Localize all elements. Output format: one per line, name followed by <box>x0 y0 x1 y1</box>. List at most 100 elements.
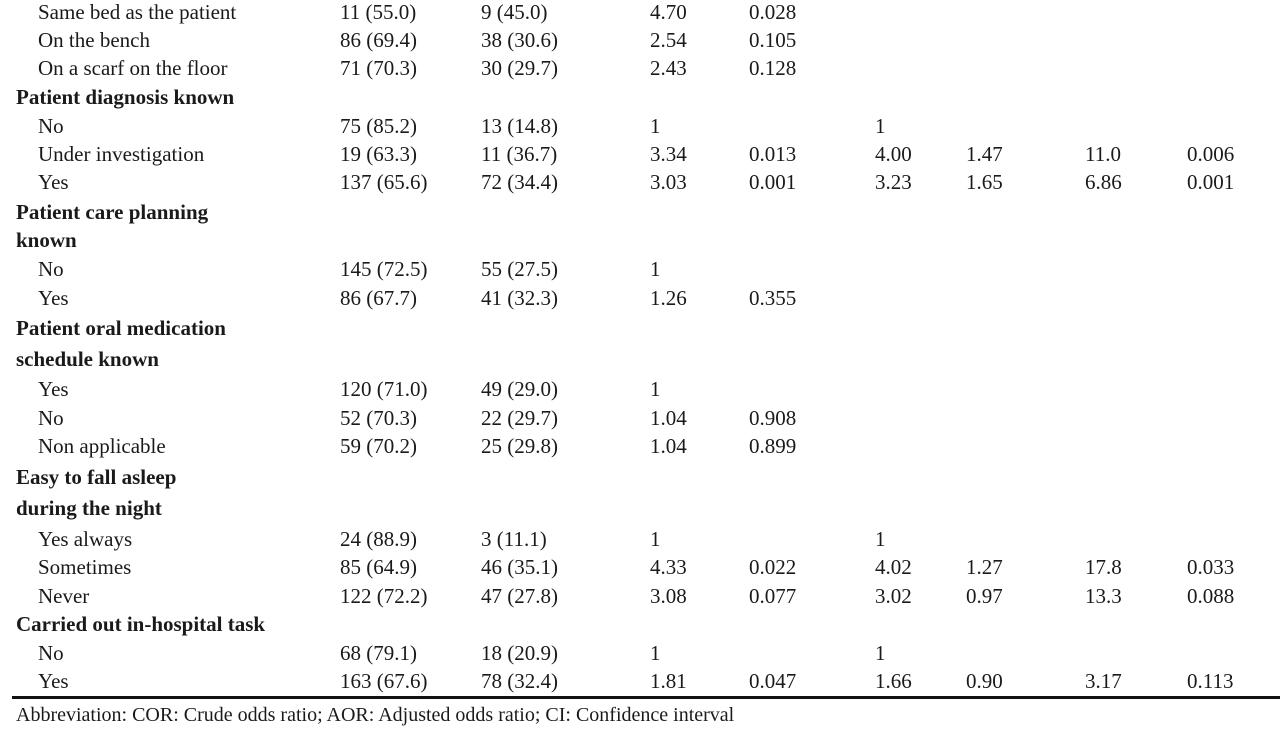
count-no-cell: 30 (29.7) <box>481 56 558 80</box>
table-bottom-rule <box>12 696 1280 699</box>
aor-cell: 1 <box>875 114 886 138</box>
aor-p-value-cell: 0.001 <box>1187 170 1235 194</box>
count-yes-cell: 52 (70.3) <box>340 406 417 430</box>
table-row: On the bench 86 (69.4) 38 (30.6) 2.54 0.105 <box>0 26 1280 54</box>
count-yes-cell: 145 (72.5) <box>340 257 428 281</box>
count-no-cell: 46 (35.1) <box>481 555 558 579</box>
cor-p-value-cell: 0.013 <box>749 142 797 166</box>
cor-p-value-cell: 0.001 <box>749 170 797 194</box>
section-header-label: Carried out in-hospital task <box>16 612 266 636</box>
row-label: Yes <box>38 669 69 693</box>
ci-lower-cell: 0.90 <box>966 669 1003 693</box>
section-header-row: known <box>0 226 1280 254</box>
count-no-cell: 55 (27.5) <box>481 257 558 281</box>
cor-cell: 1.26 <box>650 286 687 310</box>
count-yes-cell: 68 (79.1) <box>340 641 417 665</box>
cor-cell: 1 <box>650 641 661 665</box>
cor-cell: 1.04 <box>650 434 687 458</box>
table-row: Under investigation 19 (63.3) 11 (36.7) 3.3… <box>0 140 1280 168</box>
row-label: No <box>38 641 64 665</box>
table-row: Sometimes 85 (64.9) 46 (35.1) 4.33 0.022 4.02… <box>0 553 1280 581</box>
count-yes-cell: 85 (64.9) <box>340 555 417 579</box>
count-no-cell: 3 (11.1) <box>481 527 547 551</box>
count-yes-cell: 11 (55.0) <box>340 0 417 24</box>
count-no-cell: 9 (45.0) <box>481 0 548 24</box>
cor-p-value-cell: 0.077 <box>749 584 797 608</box>
cor-cell: 2.54 <box>650 28 687 52</box>
cor-cell: 1 <box>650 377 661 401</box>
cor-p-value-cell: 0.899 <box>749 434 797 458</box>
table-row: On a scarf on the floor 71 (70.3) 30 (29.7… <box>0 54 1280 82</box>
ci-lower-cell: 0.97 <box>966 584 1003 608</box>
row-label: Yes <box>38 170 69 194</box>
ci-upper-cell: 3.17 <box>1085 669 1122 693</box>
table-row: Yes 163 (67.6) 78 (32.4) 1.81 0.047 1.66 0.90 3… <box>0 667 1280 695</box>
cor-p-value-cell: 0.128 <box>749 56 797 80</box>
aor-cell: 1.66 <box>875 669 912 693</box>
table-row: No 68 (79.1) 18 (20.9) 1 1 <box>0 639 1280 667</box>
table-footnote: Abbreviation: COR: Crude odds ratio; AOR… <box>16 704 735 726</box>
table-row: No 75 (85.2) 13 (14.8) 1 1 <box>0 112 1280 140</box>
count-yes-cell: 137 (65.6) <box>340 170 428 194</box>
table-row: Yes always 24 (88.9) 3 (11.1) 1 1 <box>0 525 1280 553</box>
row-label: No <box>38 114 64 138</box>
row-label: Non applicable <box>38 434 166 458</box>
count-yes-cell: 59 (70.2) <box>340 434 417 458</box>
count-no-cell: 72 (34.4) <box>481 170 558 194</box>
aor-cell: 3.23 <box>875 170 912 194</box>
cor-cell: 1.81 <box>650 669 687 693</box>
aor-cell: 1 <box>875 527 886 551</box>
count-no-cell: 13 (14.8) <box>481 114 558 138</box>
ci-upper-cell: 13.3 <box>1085 584 1122 608</box>
aor-p-value-cell: 0.088 <box>1187 584 1235 608</box>
count-no-cell: 38 (30.6) <box>481 28 558 52</box>
cor-p-value-cell: 0.105 <box>749 28 797 52</box>
count-no-cell: 47 (27.8) <box>481 584 558 608</box>
section-header-row: Patient oral medication <box>0 314 1280 342</box>
cor-cell: 1 <box>650 527 661 551</box>
cor-p-value-cell: 0.908 <box>749 406 797 430</box>
section-header-label: Easy to fall asleep <box>16 465 177 489</box>
cor-cell: 4.33 <box>650 555 687 579</box>
row-label: Under investigation <box>38 142 205 166</box>
row-label: On the bench <box>38 28 150 52</box>
row-label: On a scarf on the floor <box>38 56 228 80</box>
row-label: No <box>38 406 64 430</box>
section-header-label: Patient oral medication <box>16 316 226 340</box>
ci-lower-cell: 1.27 <box>966 555 1003 579</box>
ci-lower-cell: 1.47 <box>966 142 1003 166</box>
count-no-cell: 25 (29.8) <box>481 434 558 458</box>
count-no-cell: 41 (32.3) <box>481 286 558 310</box>
cor-cell: 3.08 <box>650 584 687 608</box>
section-header-label: Patient care planning <box>16 200 209 224</box>
ci-upper-cell: 6.86 <box>1085 170 1122 194</box>
ci-lower-cell: 1.65 <box>966 170 1003 194</box>
results-table: Same bed as the patient 11 (55.0) 9 (45.0)… <box>0 0 1280 695</box>
section-header-label: known <box>16 228 77 252</box>
cor-cell: 3.34 <box>650 142 687 166</box>
aor-cell: 3.02 <box>875 584 912 608</box>
count-yes-cell: 75 (85.2) <box>340 114 417 138</box>
cor-p-value-cell: 0.028 <box>749 0 797 24</box>
ci-upper-cell: 17.8 <box>1085 555 1122 579</box>
row-label: Same bed as the patient <box>38 0 237 24</box>
aor-cell: 1 <box>875 641 886 665</box>
section-header-row: Patient diagnosis known <box>0 83 1280 111</box>
cor-cell: 1 <box>650 114 661 138</box>
count-yes-cell: 122 (72.2) <box>340 584 428 608</box>
count-no-cell: 18 (20.9) <box>481 641 558 665</box>
count-yes-cell: 120 (71.0) <box>340 377 428 401</box>
section-header-label: during the night <box>16 496 162 520</box>
section-header-label: Patient diagnosis known <box>16 85 235 109</box>
section-header-row: Carried out in-hospital task <box>0 610 1280 638</box>
row-label: Yes always <box>38 527 133 551</box>
cor-cell: 3.03 <box>650 170 687 194</box>
aor-p-value-cell: 0.006 <box>1187 142 1235 166</box>
table-row: Same bed as the patient 11 (55.0) 9 (45.0)… <box>0 0 1280 26</box>
count-no-cell: 22 (29.7) <box>481 406 558 430</box>
count-yes-cell: 86 (67.7) <box>340 286 417 310</box>
count-no-cell: 78 (32.4) <box>481 669 558 693</box>
section-header-row: Patient care planning <box>0 198 1280 226</box>
cor-p-value-cell: 0.355 <box>749 286 797 310</box>
section-header-label: schedule known <box>16 347 159 371</box>
